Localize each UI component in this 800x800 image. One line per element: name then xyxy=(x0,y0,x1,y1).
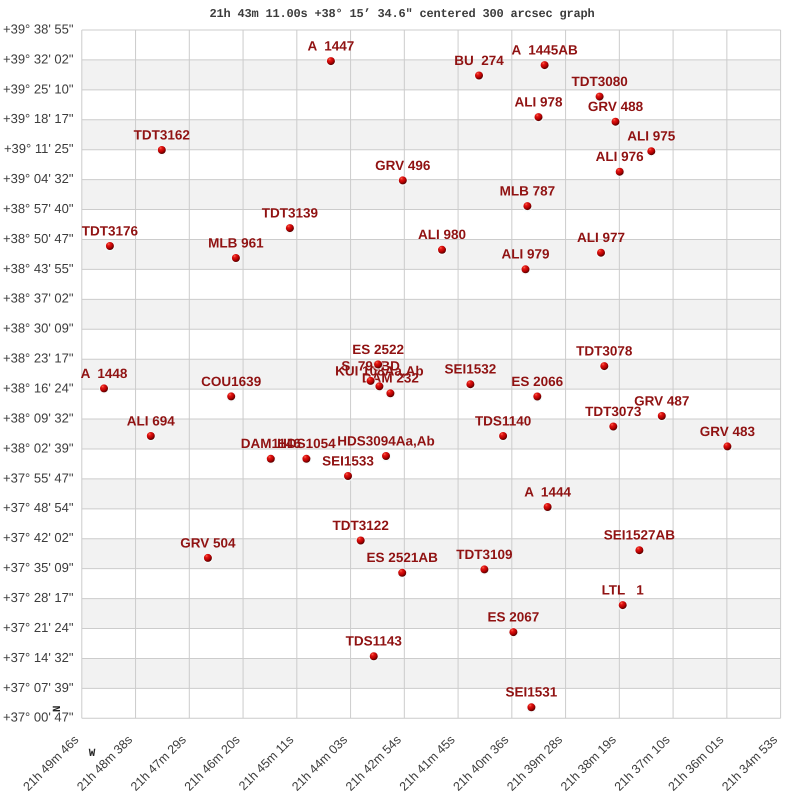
svg-text:W: W xyxy=(89,748,96,760)
svg-text:MLB 961: MLB 961 xyxy=(208,235,264,250)
svg-text:DAM 232: DAM 232 xyxy=(362,371,419,386)
svg-text:ALI 977: ALI 977 xyxy=(577,230,625,245)
svg-text:+37° 35' 09": +37° 35' 09" xyxy=(3,560,74,575)
svg-text:GRV 496: GRV 496 xyxy=(375,158,431,173)
svg-text:+39° 32' 02": +39° 32' 02" xyxy=(3,51,74,66)
svg-text:+37° 14' 32": +37° 14' 32" xyxy=(3,650,74,665)
svg-text:ES 2067: ES 2067 xyxy=(488,610,540,625)
svg-text:TDS1143: TDS1143 xyxy=(346,634,403,649)
svg-text:S 798BD: S 798BD xyxy=(341,358,400,373)
svg-text:ALI 980: ALI 980 xyxy=(418,227,466,242)
svg-text:TDT3139: TDT3139 xyxy=(262,206,318,221)
svg-text:DAM1146: DAM1146 xyxy=(241,436,302,451)
svg-text:TDT3122: TDT3122 xyxy=(333,518,389,533)
svg-text:HDS1054: HDS1054 xyxy=(277,436,336,451)
svg-text:+38° 09' 32": +38° 09' 32" xyxy=(3,410,74,425)
svg-text:ES 2066: ES 2066 xyxy=(511,374,563,389)
svg-text:TDS1140: TDS1140 xyxy=(475,413,531,428)
svg-text:SEI1531: SEI1531 xyxy=(506,685,558,700)
svg-text:TDT3162: TDT3162 xyxy=(134,127,190,142)
svg-text:TDT3078: TDT3078 xyxy=(576,344,633,359)
svg-text:+38° 43' 55": +38° 43' 55" xyxy=(3,261,74,276)
svg-text:+39° 04' 32": +39° 04' 32" xyxy=(3,171,74,186)
svg-text:ALI 976: ALI 976 xyxy=(596,149,645,164)
svg-text:+39° 11' 25": +39° 11' 25" xyxy=(4,141,74,156)
svg-text:+38° 23' 17": +38° 23' 17" xyxy=(3,351,74,366)
svg-text:+39° 25' 10": +39° 25' 10" xyxy=(3,81,74,96)
svg-text:+37° 42' 02": +37° 42' 02" xyxy=(3,530,74,545)
svg-text:GRV 487: GRV 487 xyxy=(634,393,689,408)
svg-text:+38° 50' 47": +38° 50' 47" xyxy=(3,231,74,246)
svg-text:+37° 55' 47": +37° 55' 47" xyxy=(3,470,74,485)
svg-text:GRV 488: GRV 488 xyxy=(588,99,644,114)
svg-text:+38° 57' 40": +38° 57' 40" xyxy=(3,201,74,216)
svg-text:+39° 38' 55": +39° 38' 55" xyxy=(3,21,74,36)
svg-text:+38° 02' 39": +38° 02' 39" xyxy=(3,440,74,455)
svg-text:HDS3094Aa,Ab: HDS3094Aa,Ab xyxy=(337,433,435,448)
svg-text:21h 43m 11.00s +38° 15’ 34.6": 21h 43m 11.00s +38° 15’ 34.6" centered 3… xyxy=(209,7,594,21)
svg-text:A 1444: A 1444 xyxy=(524,484,571,499)
svg-text:A 1447: A 1447 xyxy=(308,39,355,54)
svg-text:LTL 1: LTL 1 xyxy=(602,583,645,598)
svg-text:ALI 978: ALI 978 xyxy=(514,95,563,110)
svg-text:TDT3073: TDT3073 xyxy=(585,404,642,419)
svg-text:+37° 21' 24": +37° 21' 24" xyxy=(3,620,74,635)
svg-text:+37° 07' 39": +37° 07' 39" xyxy=(3,680,74,695)
svg-text:A 1445AB: A 1445AB xyxy=(511,43,578,58)
svg-text:ES 2521AB: ES 2521AB xyxy=(367,550,439,565)
svg-text:ALI 979: ALI 979 xyxy=(501,247,549,262)
svg-text:N: N xyxy=(52,705,64,712)
svg-text:ALI 694: ALI 694 xyxy=(127,413,176,428)
svg-text:COU1639: COU1639 xyxy=(201,374,261,389)
svg-text:ALI 975: ALI 975 xyxy=(627,129,676,144)
svg-text:+38° 30' 09": +38° 30' 09" xyxy=(3,321,74,336)
svg-text:SEI1532: SEI1532 xyxy=(445,362,497,377)
svg-text:+38° 37' 02": +38° 37' 02" xyxy=(3,291,74,306)
svg-text:TDT3109: TDT3109 xyxy=(456,547,512,562)
svg-text:SEI1527AB: SEI1527AB xyxy=(604,528,676,543)
svg-text:ES 2522: ES 2522 xyxy=(352,342,404,357)
svg-text:+38° 16' 24": +38° 16' 24" xyxy=(3,381,74,396)
svg-text:SEI1533: SEI1533 xyxy=(322,453,374,468)
svg-text:GRV 504: GRV 504 xyxy=(180,535,236,550)
svg-text:TDT3176: TDT3176 xyxy=(82,223,139,238)
svg-text:+37° 28' 17": +37° 28' 17" xyxy=(3,590,74,605)
svg-text:TDT3080: TDT3080 xyxy=(571,74,627,89)
svg-text:+37° 48' 54": +37° 48' 54" xyxy=(3,500,74,515)
svg-text:+37° 00' 47": +37° 00' 47" xyxy=(3,710,74,725)
svg-text:BU 274: BU 274 xyxy=(454,53,504,68)
svg-text:+39° 18' 17": +39° 18' 17" xyxy=(3,111,74,126)
svg-text:GRV 483: GRV 483 xyxy=(700,424,756,439)
svg-text:MLB 787: MLB 787 xyxy=(500,184,556,199)
svg-text:KUI 108Aa,Ab: KUI 108Aa,Ab xyxy=(335,364,424,379)
svg-text:A 1448: A 1448 xyxy=(81,366,128,381)
